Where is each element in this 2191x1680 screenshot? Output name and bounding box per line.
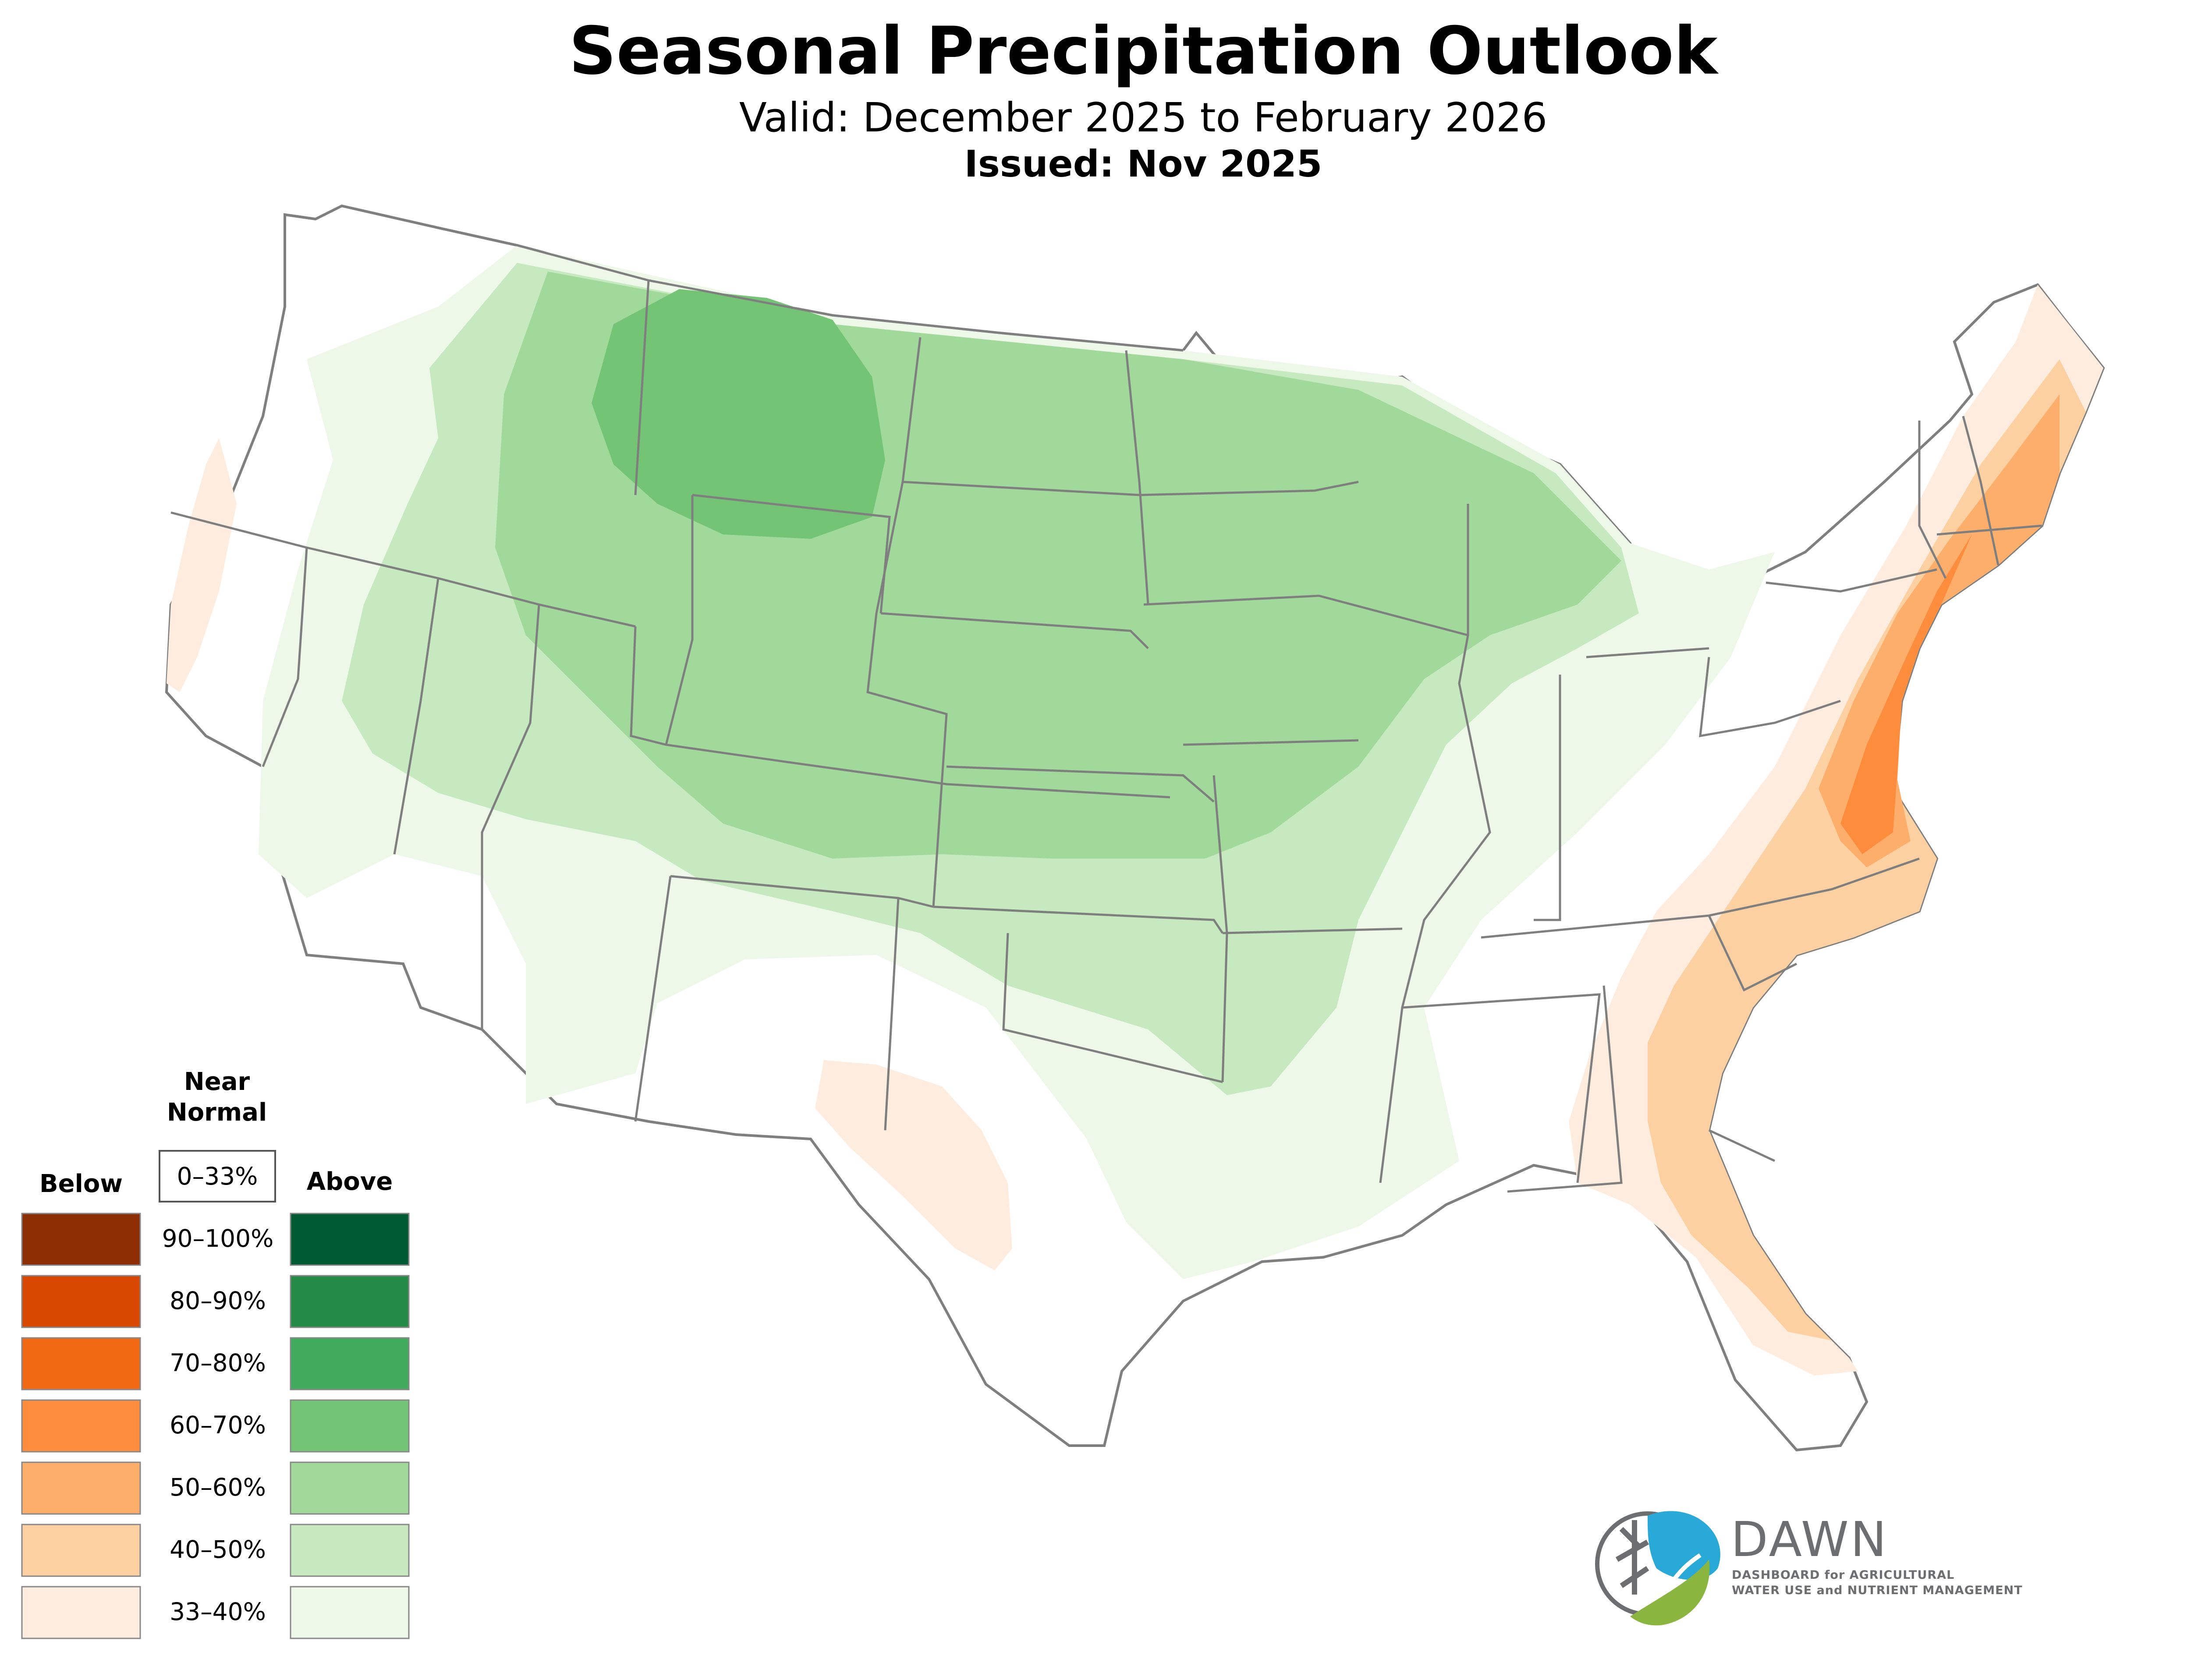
legend-near-normal-heading: Near Normal <box>145 1067 289 1128</box>
legend-above-swatch-33-40 <box>290 1586 410 1639</box>
legend-range-label: 40–50% <box>170 1535 266 1563</box>
legend-below-swatch-80-90 <box>21 1275 141 1328</box>
legend-near-normal-box: 0–33% <box>159 1150 276 1203</box>
legend-above-heading: Above <box>306 1167 393 1196</box>
legend-above-swatch-80-90 <box>290 1275 410 1328</box>
legend-below-swatch-90-100 <box>21 1213 141 1266</box>
issued-date: Issued: Nov 2025 <box>964 142 1322 185</box>
legend-below-swatch-50-60 <box>21 1461 141 1515</box>
legend-range-label: 60–70% <box>170 1411 266 1439</box>
below-33-40-california-region <box>167 438 237 692</box>
dawn-logo-tagline-line1: DASHBOARD for AGRICULTURAL <box>1732 1568 1955 1582</box>
dawn-logo-mark <box>1595 1511 1720 1626</box>
legend-below-column <box>21 1213 141 1639</box>
legend-above-swatch-50-60 <box>290 1461 410 1515</box>
legend-above-column <box>290 1213 410 1639</box>
below-33-40-texas-region <box>815 1060 1012 1270</box>
above-60-70-region <box>592 289 885 539</box>
state-boundaries <box>170 226 2042 1193</box>
below-60-70-east-region <box>1840 534 1972 854</box>
legend-range-label: 50–60% <box>170 1473 266 1501</box>
valid-period: Valid: December 2025 to February 2026 <box>739 94 1548 141</box>
legend-above-swatch-90-100 <box>290 1213 410 1266</box>
legend-above-swatch-60-70 <box>290 1399 410 1453</box>
legend-range-label: 70–80% <box>170 1349 266 1377</box>
legend-below-swatch-60-70 <box>21 1399 141 1453</box>
legend-below-heading: Below <box>39 1170 123 1198</box>
legend-near-normal-heading-line1: Near <box>184 1068 250 1096</box>
legend-range-label: 33–40% <box>170 1598 266 1626</box>
legend-range-label: 80–90% <box>170 1287 266 1315</box>
legend-above-swatch-40-50 <box>290 1524 410 1577</box>
dawn-logo-tagline-line2: WATER USE and NUTRIENT MANAGEMENT <box>1732 1584 2023 1597</box>
legend-below-swatch-40-50 <box>21 1524 141 1577</box>
legend-below-swatch-70-80 <box>21 1337 141 1390</box>
legend-near-normal-heading-line2: Normal <box>167 1098 267 1127</box>
map-title: Seasonal Precipitation Outlook <box>569 13 1718 89</box>
legend-above-swatch-70-80 <box>290 1337 410 1390</box>
legend-range-label: 90–100% <box>162 1224 274 1252</box>
dawn-logo-name: DAWN <box>1731 1511 1889 1567</box>
legend-below-swatch-33-40 <box>21 1586 141 1639</box>
